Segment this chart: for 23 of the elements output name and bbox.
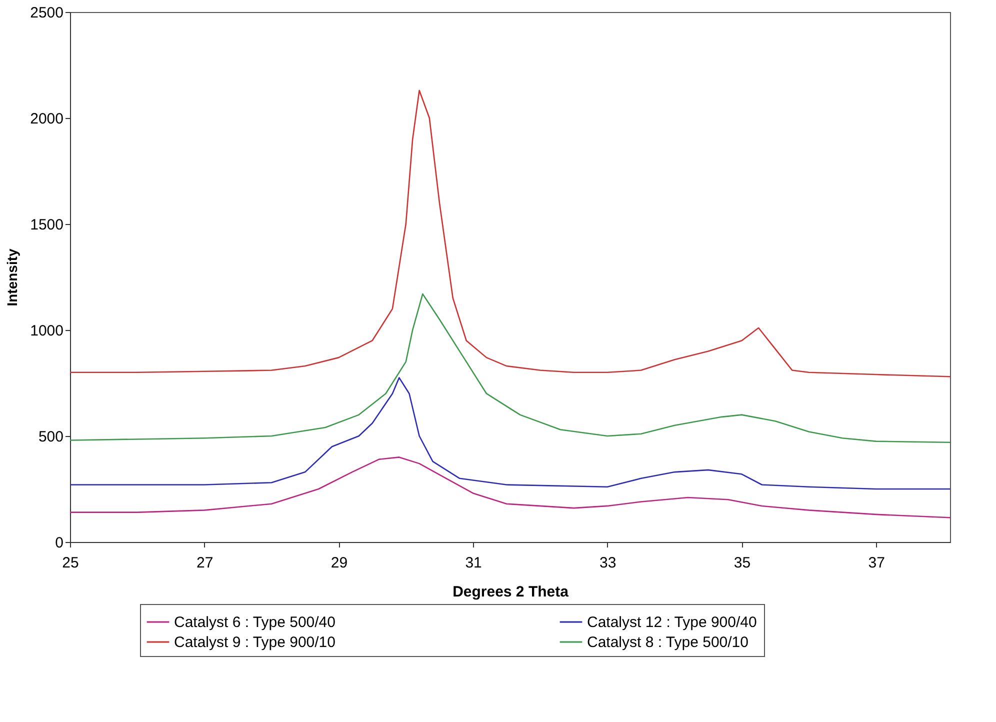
y-tick-label: 2000 [30, 110, 64, 128]
x-tick-label: 29 [330, 554, 348, 572]
x-tick-label: 35 [734, 554, 751, 572]
line-series [69, 90, 951, 378]
y-axis-title: Intensity [4, 248, 20, 306]
y-tick-label: 1000 [30, 322, 64, 340]
x-tick-label: 25 [62, 554, 79, 572]
x-tick-label: 37 [868, 554, 885, 572]
y-tick-label: 0 [55, 534, 64, 552]
legend-label: Catalyst 6 : Type 500/40 [174, 614, 336, 631]
y-tick-label: 2500 [30, 4, 64, 22]
x-tick-label: 31 [465, 554, 482, 572]
line-series [69, 456, 951, 518]
x-axis-title: Degrees 2 Theta [452, 584, 570, 600]
line-series [69, 377, 951, 490]
x-tick-label: 27 [196, 554, 214, 572]
y-tick-label: 500 [38, 428, 64, 446]
legend-label: Catalyst 12 : Type 900/40 [587, 614, 757, 631]
line-series [69, 293, 951, 444]
legend-label: Catalyst 8 : Type 500/10 [587, 634, 748, 651]
x-tick-label: 33 [600, 554, 616, 572]
y-tick-label: 1500 [30, 216, 64, 234]
legend-label: Catalyst 9 : Type 900/10 [174, 634, 336, 651]
